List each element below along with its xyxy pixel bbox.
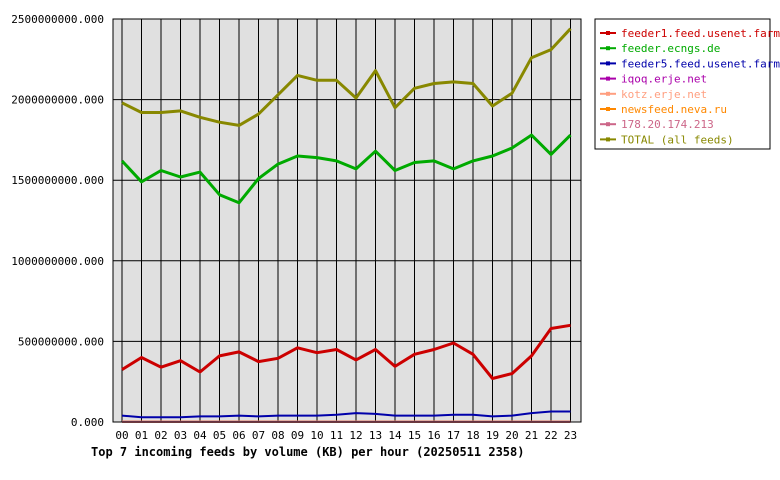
legend-marker	[606, 122, 610, 127]
x-tick-label: 01	[135, 429, 148, 442]
y-axis: 0.000 500000000.000 1000000000.000 15000000…	[11, 13, 104, 429]
legend-marker	[606, 46, 610, 51]
x-tick-label: 06	[232, 429, 245, 442]
legend-marker	[606, 107, 610, 111]
x-tick-label: 08	[271, 429, 284, 442]
x-tick-label: 11	[330, 429, 343, 442]
x-tick-label: 05	[213, 429, 226, 442]
legend-marker	[606, 91, 610, 96]
legend-label: newsfeed.neva.ru	[621, 103, 727, 116]
x-tick-label: 09	[291, 429, 304, 442]
y-tick-label: 2000000000.000	[11, 94, 104, 107]
x-tick-label: 14	[388, 429, 402, 442]
legend: feeder1.feed.usenet.farm feeder.ecngs.de f…	[594, 18, 780, 150]
legend-label: feeder5.feed.usenet.farm	[621, 57, 780, 70]
x-tick-label: 12	[349, 429, 362, 442]
legend-marker	[606, 61, 610, 66]
x-tick-label: 03	[174, 429, 187, 442]
x-tick-label: 17	[447, 429, 460, 442]
y-tick-label: 1000000000.000	[11, 255, 104, 268]
x-tick-label: 13	[369, 429, 382, 442]
x-tick-label: 22	[544, 429, 557, 442]
chart-title: Top 7 incoming feeds by volume (KB) per …	[91, 445, 524, 459]
legend-marker	[606, 137, 610, 142]
legend-marker	[606, 76, 610, 81]
x-tick-label: 18	[466, 429, 479, 442]
x-tick-label: 04	[193, 429, 207, 442]
x-tick-label: 07	[252, 429, 265, 442]
legend-label: feeder1.feed.usenet.farm	[621, 27, 780, 40]
legend-label: feeder.ecngs.de	[621, 42, 720, 55]
y-tick-label: 0.000	[71, 416, 104, 429]
series-line	[121, 323, 571, 380]
series-line	[120, 133, 572, 205]
legend-label: TOTAL (all feeds)	[621, 133, 734, 146]
x-tick-label: 10	[310, 429, 323, 442]
legend-label: iqoq.erje.net	[621, 73, 707, 86]
legend-label: kotz.erje.net	[621, 88, 707, 101]
x-tick-label: 02	[154, 429, 167, 442]
plot-frame	[112, 18, 582, 423]
x-tick-label: 21	[525, 429, 538, 442]
y-tick-label: 2500000000.000	[11, 13, 104, 26]
legend-box	[594, 18, 771, 150]
x-tick-label: 20	[505, 429, 518, 442]
x-tick-label: 15	[408, 429, 421, 442]
x-tick-label: 23	[564, 429, 577, 442]
legend-marker	[606, 31, 610, 35]
y-tick-label: 500000000.000	[18, 335, 104, 348]
y-tick-label: 1500000000.000	[11, 174, 104, 187]
x-tick-label: 19	[486, 429, 499, 442]
x-tick-label: 00	[115, 429, 128, 442]
legend-label: 178.20.174.213	[621, 118, 714, 131]
series-line	[121, 410, 571, 419]
series-line	[121, 27, 572, 127]
x-tick-label: 16	[427, 429, 440, 442]
x-axis: 00 01 02 03 04 05 06 07 08 09 10 11 12 13 14 15 16 17 18 19…	[115, 429, 577, 442]
gridlines	[113, 19, 581, 422]
